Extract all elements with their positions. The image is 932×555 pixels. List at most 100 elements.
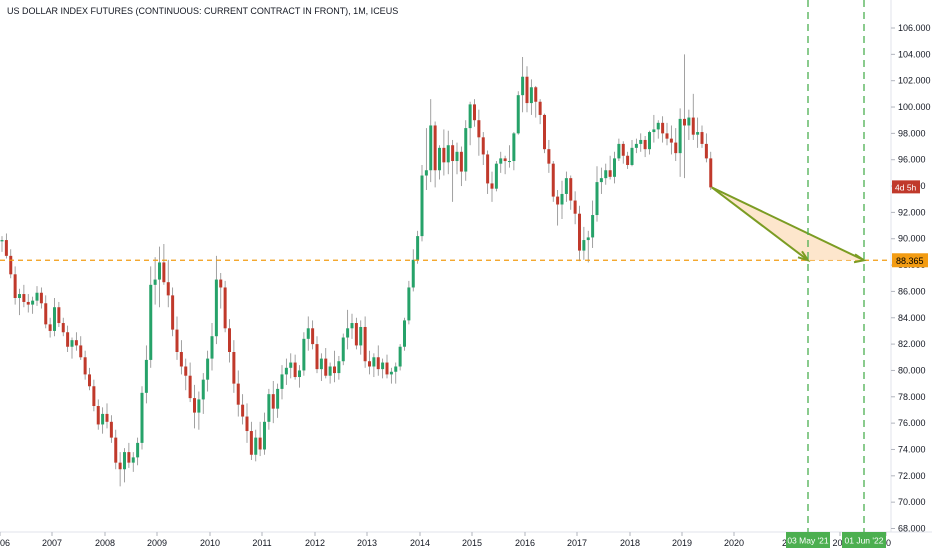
candle-body: [639, 139, 643, 144]
candle: [621, 141, 625, 164]
candle: [477, 109, 481, 156]
candle-body: [473, 104, 476, 121]
candle: [101, 407, 105, 434]
candle: [499, 151, 503, 173]
candle-body: [249, 431, 253, 455]
candle: [249, 421, 253, 461]
candle: [324, 348, 328, 379]
candle-body: [508, 161, 511, 163]
x-tick-label: 2020: [724, 538, 744, 548]
candle: [92, 379, 96, 412]
candle-body: [298, 370, 301, 378]
candle: [171, 287, 175, 337]
y-tick-label: 102.000: [898, 76, 931, 86]
candle-body: [604, 170, 608, 179]
y-tick-label: 78.000: [898, 392, 926, 402]
candle-body: [53, 307, 56, 331]
candle-body: [451, 145, 455, 162]
candle-body: [564, 178, 568, 194]
candle: [306, 316, 310, 351]
candle-body: [499, 158, 503, 164]
y-tick-label: 106.000: [898, 23, 931, 33]
x-tick-label: 2008: [95, 538, 115, 548]
candle: [276, 383, 280, 418]
candle: [578, 205, 581, 262]
candle: [193, 384, 196, 429]
candle-body: [324, 358, 328, 376]
date-marker-badge: [786, 532, 830, 548]
candle: [656, 120, 660, 139]
y-tick-label: 74.000: [898, 444, 926, 454]
candle-body: [464, 128, 468, 172]
candle-body: [149, 284, 153, 360]
candle: [538, 99, 542, 125]
candle-body: [57, 307, 61, 324]
candle-body: [144, 359, 148, 393]
candle: [179, 340, 183, 375]
candle: [604, 163, 608, 185]
candle: [109, 415, 113, 443]
candle-body: [123, 452, 126, 470]
candle-body: [48, 324, 52, 331]
x-tick-label: 2013: [357, 538, 377, 548]
projection-line-far: [711, 186, 865, 262]
candle-body: [74, 340, 78, 346]
x-tick-label: 2015: [462, 538, 482, 548]
current-price-badge: 4d 5h: [892, 180, 920, 194]
date-marker-label: 01 Jun '22: [845, 536, 884, 546]
candle: [127, 442, 131, 468]
candle: [346, 309, 350, 350]
x-tick-label: 2009: [147, 538, 167, 548]
candle-body: [101, 413, 105, 425]
candle-body: [578, 213, 581, 251]
x-tick-label: 2016: [515, 538, 535, 548]
candle: [534, 85, 538, 118]
candle-body: [621, 143, 625, 156]
candle-body: [254, 437, 258, 455]
candle: [630, 139, 634, 167]
candle-body: [136, 442, 140, 458]
candle: [481, 132, 485, 165]
candle: [96, 399, 100, 430]
candle-body: [442, 147, 446, 163]
candle-body: [416, 236, 420, 260]
candle-body: [486, 154, 490, 184]
candle-body: [346, 328, 350, 338]
candle: [298, 365, 301, 388]
candle-body: [665, 133, 669, 139]
candle: [153, 257, 157, 305]
candle: [197, 391, 201, 430]
candle: [61, 317, 65, 337]
candle-body: [661, 122, 665, 134]
candle-body: [118, 462, 122, 470]
candle-body: [459, 151, 463, 172]
candle: [385, 354, 389, 379]
x-tick-label: 06: [0, 538, 10, 548]
candle: [639, 133, 643, 152]
candle-body: [236, 383, 240, 405]
candle: [35, 286, 39, 306]
x-tick-label: 2017: [567, 538, 587, 548]
projection-line-near: [711, 186, 809, 262]
x-tick-label: 2010: [200, 538, 220, 548]
y-tick-label: 84.000: [898, 313, 926, 323]
candle: [210, 323, 214, 371]
candle: [416, 230, 420, 264]
price-level-badge-label: 88.365: [896, 256, 924, 266]
y-tick-label: 70.000: [898, 497, 926, 507]
candle-body: [61, 323, 65, 333]
candle: [4, 233, 8, 259]
candle-body: [175, 329, 179, 353]
candle: [617, 138, 621, 162]
candle-body: [171, 295, 175, 330]
candle: [451, 139, 455, 202]
price-level-badge: 88.365: [892, 253, 928, 268]
candle: [704, 133, 708, 163]
candle-body: [79, 345, 83, 358]
candle: [683, 54, 686, 179]
candle: [289, 353, 293, 379]
candle: [455, 142, 459, 175]
candle: [315, 336, 319, 374]
